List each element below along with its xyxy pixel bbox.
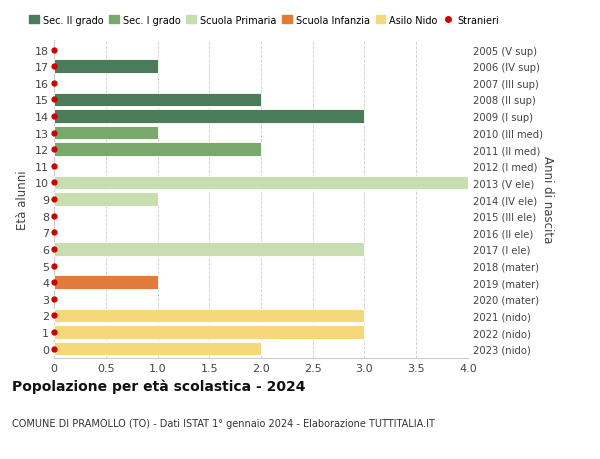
- Bar: [54, 143, 261, 157]
- Bar: [54, 325, 364, 339]
- Bar: [54, 127, 157, 140]
- Legend: Sec. II grado, Sec. I grado, Scuola Primaria, Scuola Infanzia, Asilo Nido, Stran: Sec. II grado, Sec. I grado, Scuola Prim…: [25, 12, 503, 29]
- Bar: [54, 243, 364, 256]
- Bar: [54, 110, 364, 123]
- Bar: [54, 276, 157, 289]
- Bar: [54, 176, 468, 190]
- Bar: [54, 309, 364, 323]
- Bar: [54, 342, 261, 356]
- Text: COMUNE DI PRAMOLLO (TO) - Dati ISTAT 1° gennaio 2024 - Elaborazione TUTTITALIA.I: COMUNE DI PRAMOLLO (TO) - Dati ISTAT 1° …: [12, 418, 435, 428]
- Y-axis label: Età alunni: Età alunni: [16, 170, 29, 230]
- Y-axis label: Anni di nascita: Anni di nascita: [541, 156, 554, 243]
- Bar: [54, 60, 157, 74]
- Bar: [54, 93, 261, 107]
- Text: Popolazione per età scolastica - 2024: Popolazione per età scolastica - 2024: [12, 379, 305, 393]
- Bar: [54, 193, 157, 207]
